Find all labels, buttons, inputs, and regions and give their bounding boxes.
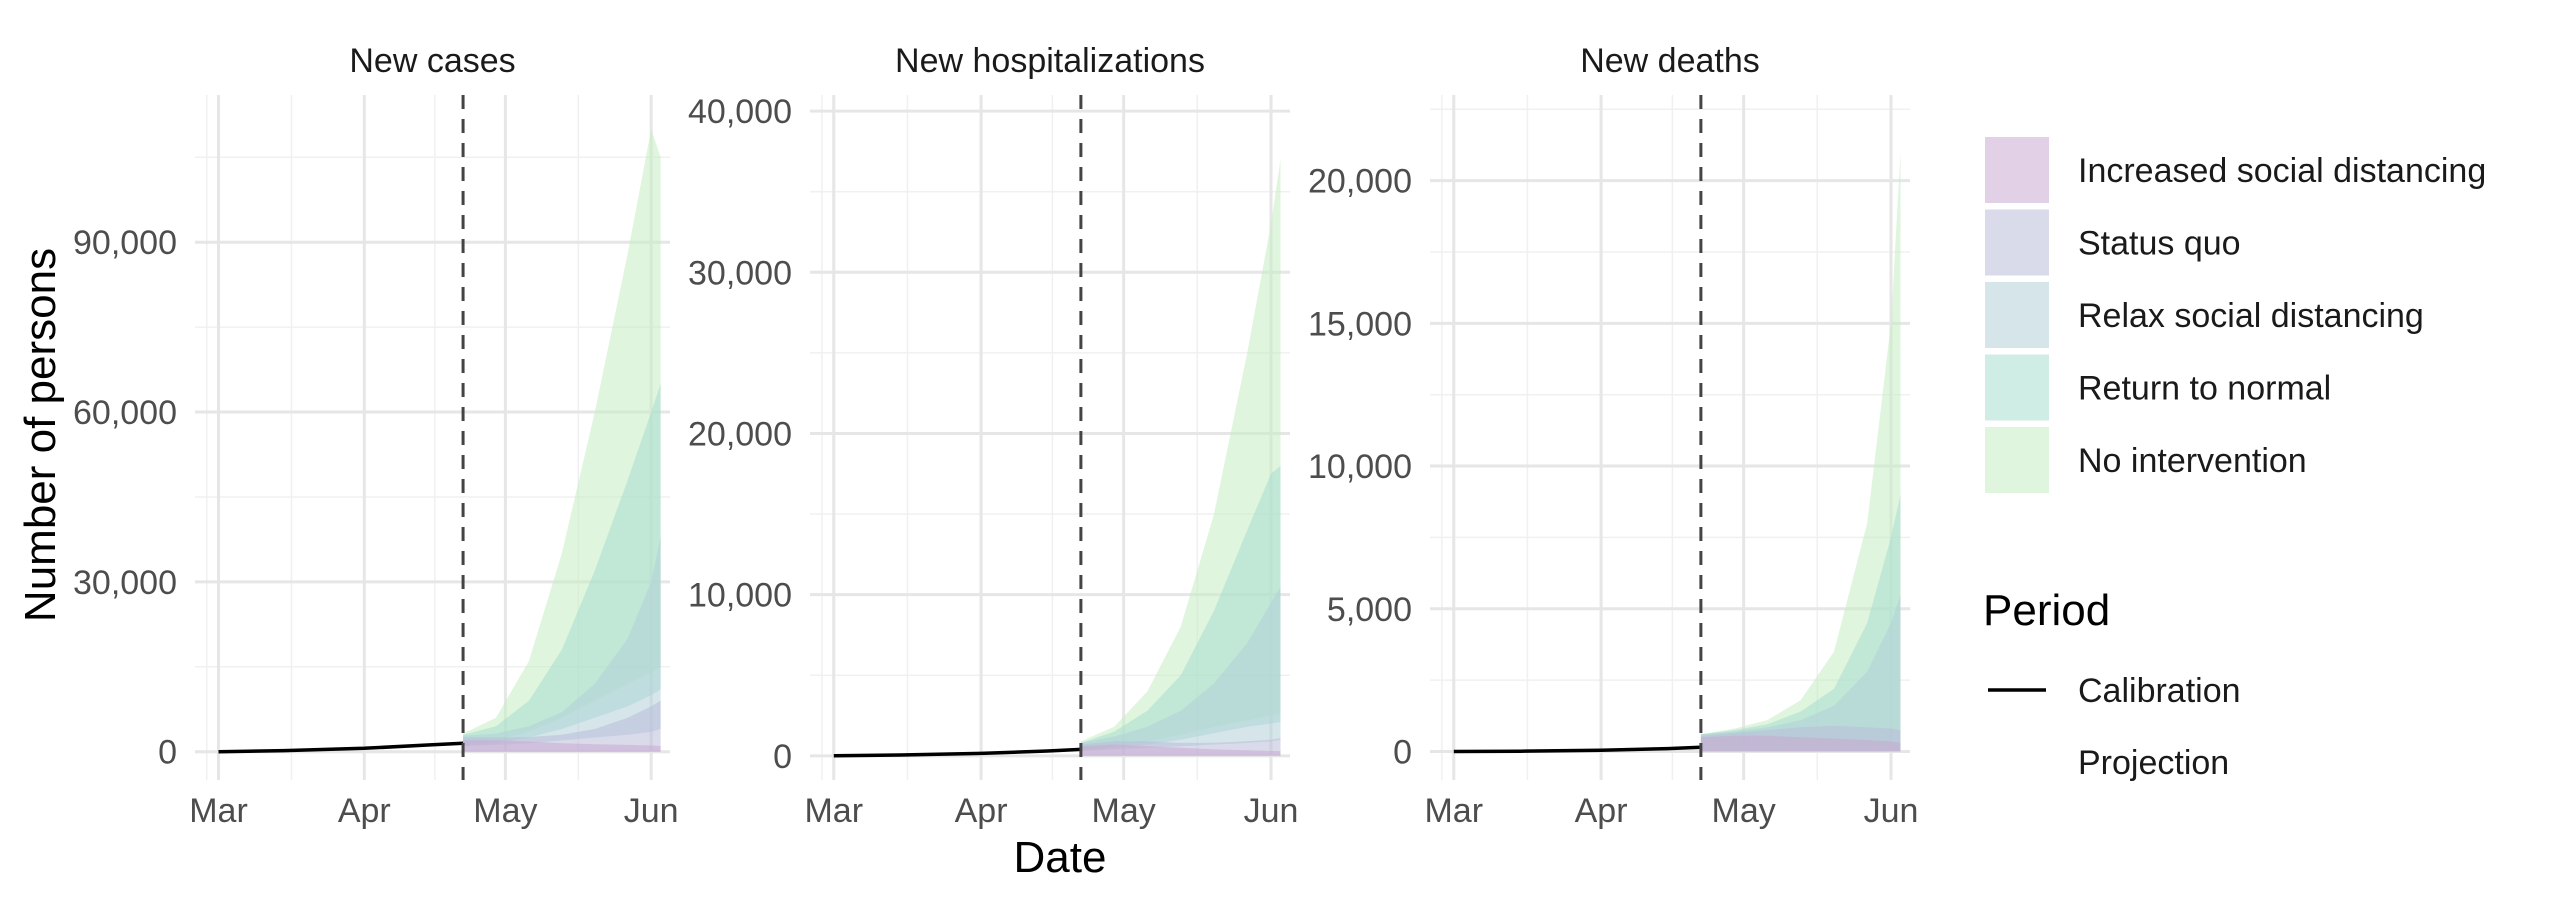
ribbon-increased-social-distancing xyxy=(1700,735,1901,752)
ribbon-status-quo xyxy=(463,700,661,752)
x-tick-label: Mar xyxy=(804,792,863,830)
x-tick-label: May xyxy=(1092,792,1156,830)
calibration-line xyxy=(218,741,464,754)
calibration-line xyxy=(1453,745,1701,754)
legend-label: Return to normal xyxy=(2078,370,2331,408)
y-tick-label: 20,000 xyxy=(1308,163,1412,201)
y-tick-label: 20,000 xyxy=(688,415,792,453)
facet-title: New hospitalizations xyxy=(895,42,1205,80)
legend: Increased social distancing Status quo Rel… xyxy=(1983,137,2486,782)
x-tick-label: Jun xyxy=(1864,792,1919,830)
facet-panels: New cases Mar Apr May Jun 0 30,000 60,000 90,000… xyxy=(73,42,1918,830)
y-tick-label: 60,000 xyxy=(73,394,177,432)
legend-label: Projection xyxy=(2078,744,2229,782)
x-tick-label: Jun xyxy=(624,792,679,830)
legend-key-relax-social-distancing xyxy=(1985,282,2049,348)
y-tick-label: 10,000 xyxy=(688,577,792,615)
ribbon-relax-social-distancing xyxy=(1700,594,1901,752)
legend-key-status-quo xyxy=(1985,209,2049,276)
legend-label: Relax social distancing xyxy=(2078,297,2424,335)
legend-label: Status quo xyxy=(2078,225,2241,263)
y-tick-label: 30,000 xyxy=(73,564,177,602)
legend-label: Calibration xyxy=(2078,672,2241,710)
x-tick-label: May xyxy=(473,792,537,830)
legend-label: No intervention xyxy=(2078,442,2307,480)
x-tick-label: Apr xyxy=(338,792,391,830)
legend-key-return-to-normal xyxy=(1985,354,2049,421)
y-tick-label: 90,000 xyxy=(73,224,177,262)
y-tick-label: 40,000 xyxy=(688,93,792,131)
facet-1: New hospitalizations Mar Apr May Jun 0 10,000 2… xyxy=(688,42,1298,830)
ribbon-return-to-normal xyxy=(1700,494,1901,752)
x-tick-label: Apr xyxy=(1575,792,1628,830)
y-axis-title: Number of persons xyxy=(16,248,65,622)
y-tick-label: 15,000 xyxy=(1308,305,1412,343)
y-tick-label: 10,000 xyxy=(1308,448,1412,486)
facet-0: New cases Mar Apr May Jun 0 30,000 60,000 90,000 xyxy=(73,42,679,830)
x-tick-label: Mar xyxy=(1424,792,1483,830)
x-axis-title: Date xyxy=(1014,833,1107,882)
ribbon-return-to-normal xyxy=(463,383,661,746)
y-tick-label: 0 xyxy=(1393,733,1412,771)
x-tick-label: Jun xyxy=(1244,792,1299,830)
legend-title-period: Period xyxy=(1983,586,2110,635)
facet-title: New cases xyxy=(349,42,515,80)
y-tick-label: 5,000 xyxy=(1327,591,1412,629)
ribbon-increased-social-distancing xyxy=(1080,744,1281,756)
ribbon-no-intervention xyxy=(1700,152,1901,752)
y-tick-label: 30,000 xyxy=(688,254,792,292)
legend-key-increased-social-distancing xyxy=(1985,137,2049,203)
ribbon-relax-social-distancing xyxy=(463,536,661,746)
x-tick-label: Mar xyxy=(189,792,248,830)
calibration-line xyxy=(833,747,1081,758)
x-tick-label: May xyxy=(1712,792,1776,830)
legend-label: Increased social distancing xyxy=(2078,152,2486,190)
legend-key-no-intervention xyxy=(1985,427,2049,493)
facet-title: New deaths xyxy=(1580,42,1760,80)
y-tick-label: 0 xyxy=(773,738,792,776)
ribbon-relax-social-distancing xyxy=(1080,586,1281,751)
y-tick-label: 0 xyxy=(158,734,177,772)
ribbon-increased-social-distancing xyxy=(463,740,661,752)
facet-2: New deaths Mar Apr May Jun 0 5,000 10,000 15,000… xyxy=(1308,42,1918,830)
x-tick-label: Apr xyxy=(955,792,1008,830)
